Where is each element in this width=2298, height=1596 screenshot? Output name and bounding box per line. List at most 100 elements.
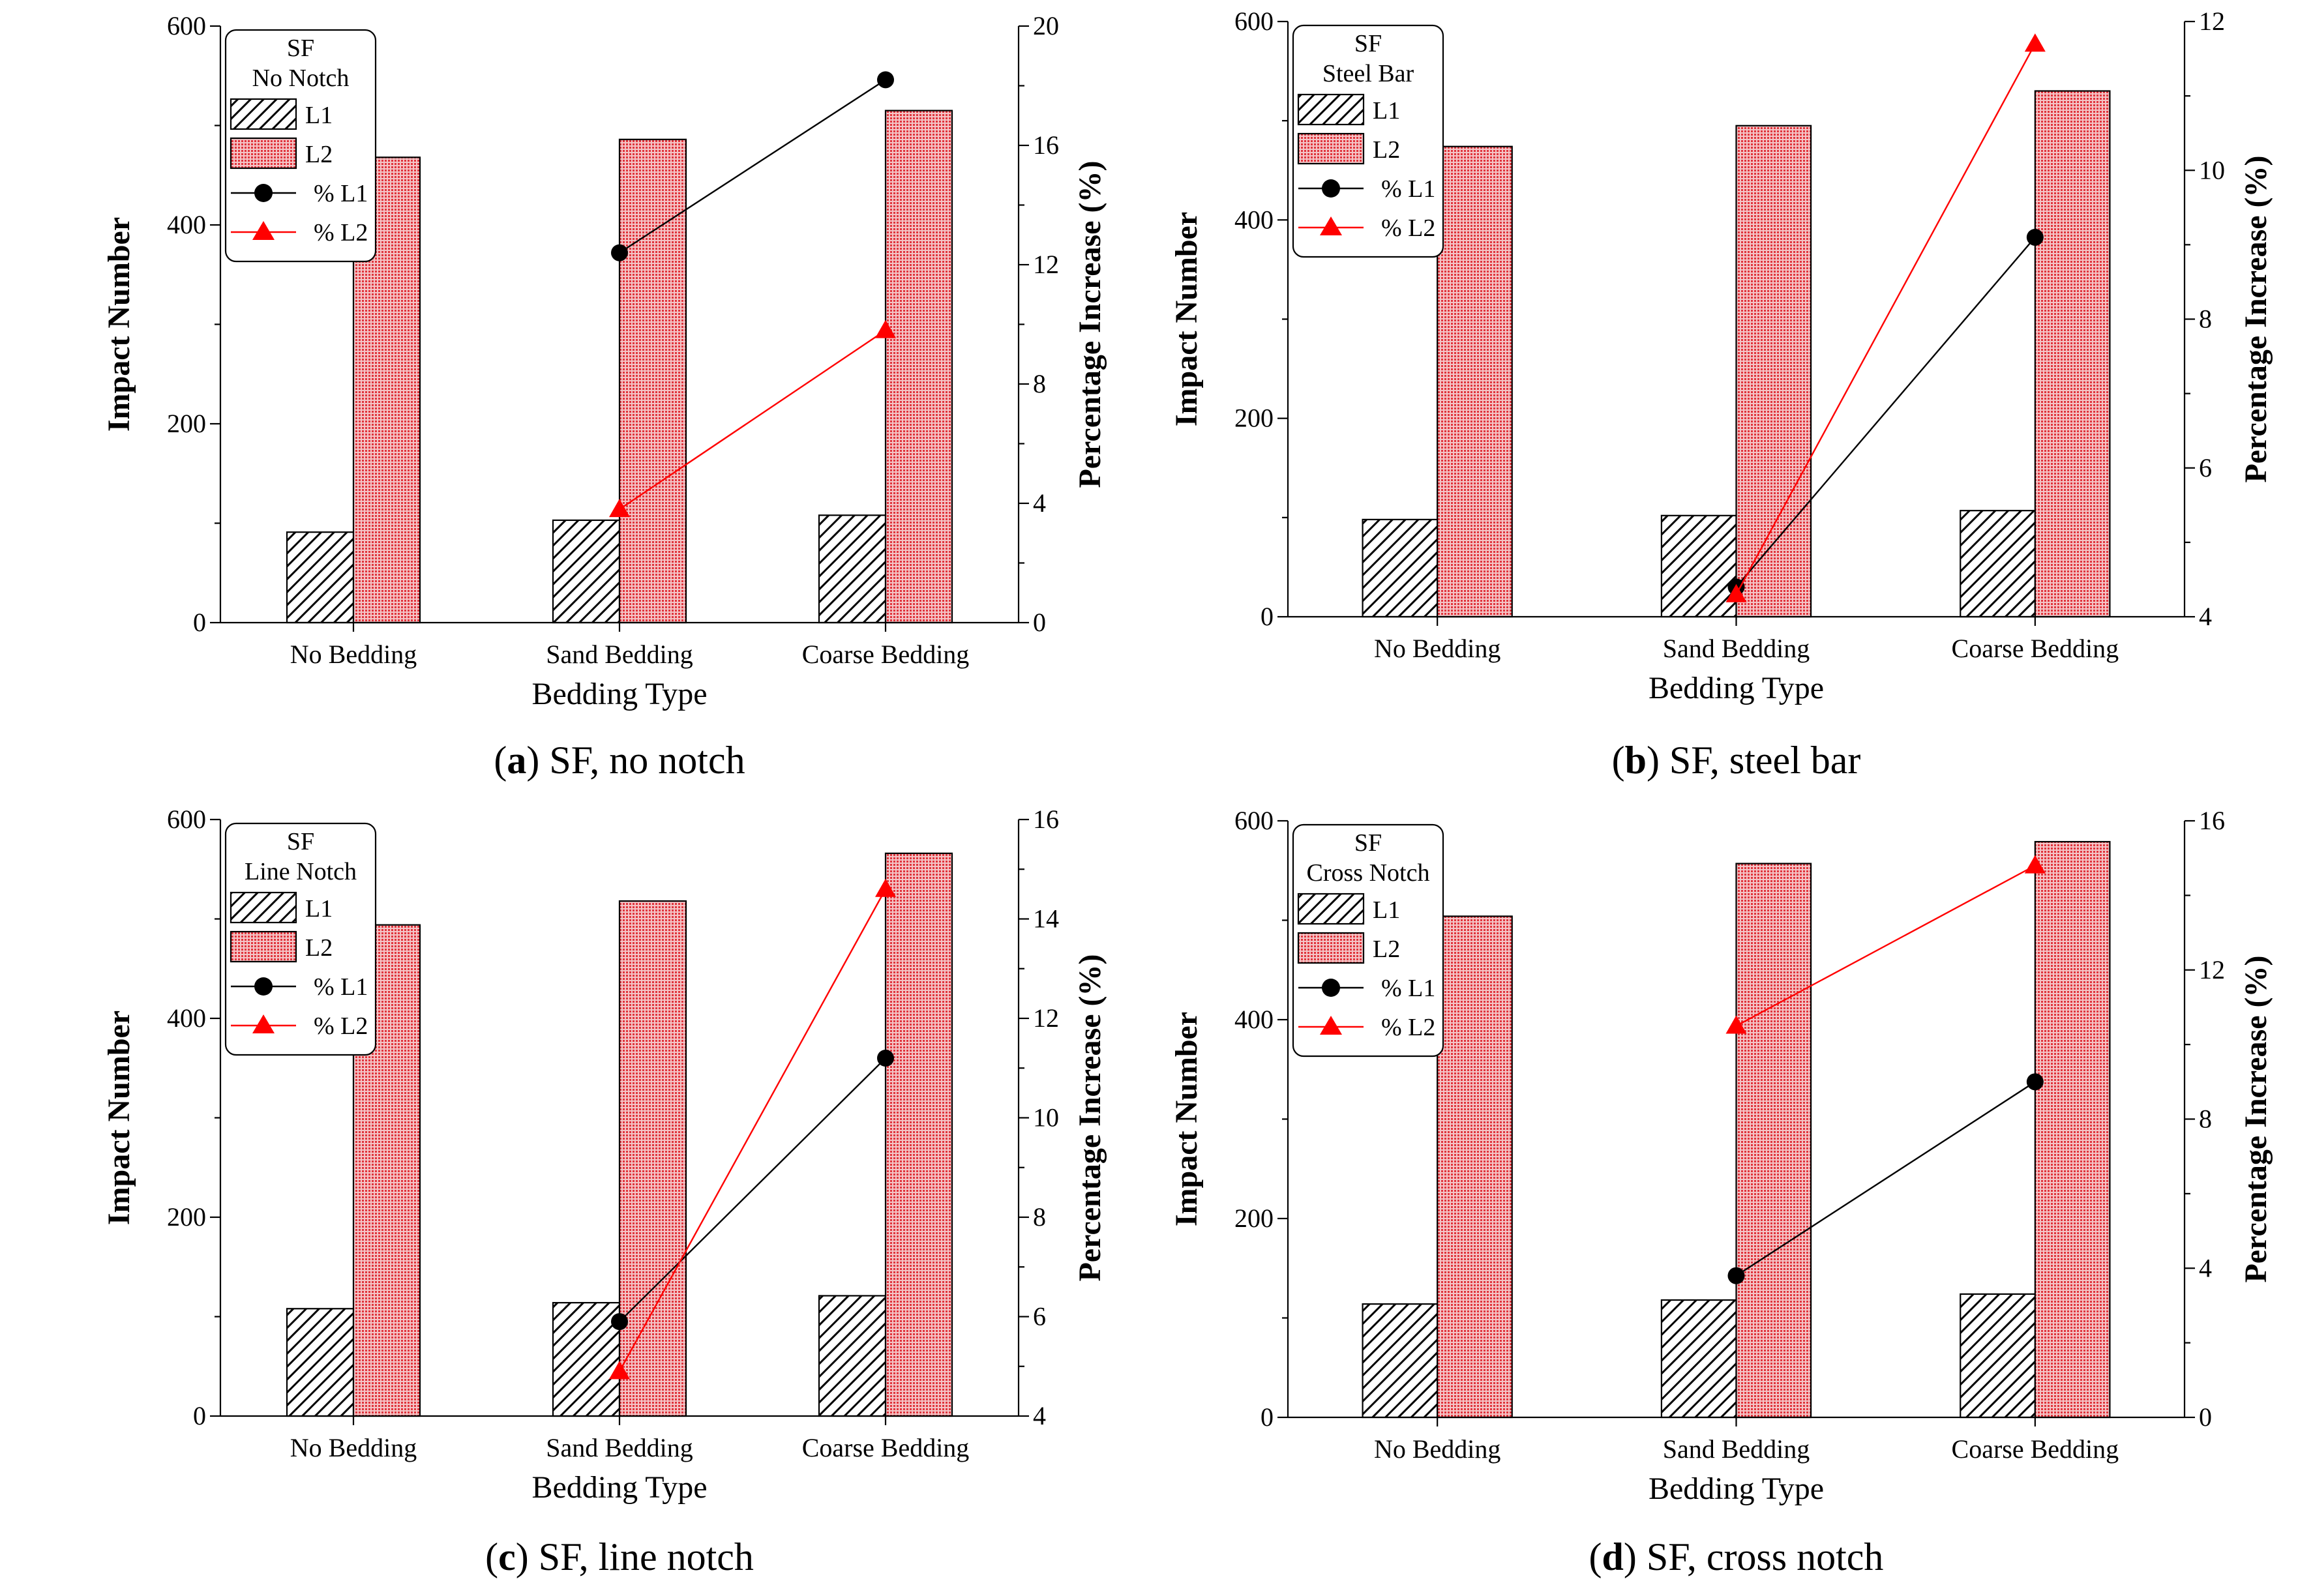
caption-paren-open: ( [1612, 739, 1625, 782]
pct-line-l1 [1735, 237, 2036, 588]
pct-line-l1 [619, 79, 886, 254]
x-tick-label: No Bedding [1374, 1434, 1500, 1464]
legend-swatch-l2 [1297, 132, 1365, 165]
caption-text: ) SF, line notch [516, 1535, 754, 1578]
bar-l1-sand-bedding [1660, 514, 1737, 618]
x-axis-title: Bedding Type [531, 677, 707, 711]
legend-title-line2: Steel Bar [1322, 60, 1414, 87]
legend-marker-pct-l1 [254, 184, 273, 202]
legend-title-line1: SF [1354, 829, 1382, 857]
pct-l2-marker [875, 319, 896, 338]
y2-tick-label: 20 [1033, 11, 1059, 40]
x-tick-label: Coarse Bedding [802, 1433, 970, 1462]
y2-tick-label: 12 [2199, 955, 2225, 984]
x-tick-label: Sand Bedding [1663, 1434, 1810, 1464]
legend-label-1: L1 [305, 895, 333, 923]
legend-label-2: L2 [305, 934, 333, 962]
x-tick-label: Sand Bedding [546, 1433, 693, 1462]
legend-label-2: L2 [1373, 136, 1400, 164]
legend-marker-pct-l1 [254, 977, 273, 996]
bar-l1-no-bedding [286, 1308, 355, 1417]
panel-caption: (a) SF, no notch [494, 739, 745, 782]
bars [286, 852, 953, 1417]
panel-caption: (b) SF, steel bar [1612, 739, 1861, 782]
caption-paren-open: ( [1589, 1535, 1602, 1578]
pct-line-l2 [1735, 864, 2036, 1027]
bar-l2-no-bedding [1437, 145, 1513, 618]
y2-tick-label: 4 [1033, 1401, 1046, 1430]
pct-l2-marker [875, 878, 896, 897]
pct-l1-marker [877, 71, 894, 89]
legend-label-4: % L2 [1381, 1014, 1435, 1041]
caption-text: ) SF, cross notch [1624, 1535, 1884, 1578]
y-axis-title: Impact Number [102, 217, 136, 432]
y-tick-label: 600 [167, 11, 206, 40]
y-tick-label: 200 [167, 1202, 206, 1232]
legend-label-2: L2 [1373, 936, 1400, 963]
bar-l1-coarse-bedding [1960, 1293, 2036, 1419]
caption-letter: a [507, 739, 526, 782]
legend-swatch-l2 [230, 137, 297, 170]
y-tick-label: 400 [1234, 205, 1274, 234]
bar-l2-coarse-bedding [2034, 90, 2111, 618]
legend-label-3: % L1 [1381, 975, 1435, 1002]
pct-l2-marker [1725, 584, 1747, 602]
caption-text: ) SF, no notch [526, 739, 745, 782]
legend-label-1: L1 [305, 102, 333, 129]
bar-l1-sand-bedding [552, 519, 621, 624]
legend-label-3: % L1 [314, 180, 368, 207]
y2-tick-label: 6 [1033, 1302, 1046, 1331]
pct-l1-marker [877, 1050, 894, 1067]
legend-marker-pct-l2 [252, 1014, 275, 1033]
legend-marker-pct-l2 [1320, 216, 1342, 235]
pct-l1-marker [611, 244, 628, 261]
y-tick-label: 0 [1261, 602, 1274, 631]
pct-l2-marker [2024, 33, 2046, 52]
legend-marker-pct-l2 [1320, 1016, 1342, 1035]
bars [286, 110, 953, 624]
bar-l2-sand-bedding [618, 138, 687, 624]
bar-l2-coarse-bedding [884, 110, 953, 624]
bar-l1-no-bedding [1362, 518, 1439, 618]
bars [1362, 840, 2111, 1419]
y-tick-label: 200 [1234, 1204, 1274, 1233]
legend-box [224, 29, 377, 263]
pct-line-l1 [1735, 1081, 2036, 1277]
x-axis-title: Bedding Type [1649, 1471, 1824, 1506]
legend-marker-pct-l2 [252, 221, 275, 240]
y-axis-title: Impact Number [1169, 1012, 1204, 1226]
legend-title-line2: Line Notch [245, 858, 357, 885]
x-tick-label: No Bedding [290, 640, 417, 669]
y2-axis-title: Percentage Increase (%) [1073, 160, 1107, 488]
y-tick-label: 400 [1234, 1005, 1274, 1034]
caption-letter: d [1602, 1535, 1624, 1578]
bar-l2-sand-bedding [1735, 125, 1812, 618]
pct-line-l2 [618, 889, 887, 1372]
bar-l1-coarse-bedding [1960, 510, 2036, 618]
y2-tick-label: 8 [1033, 369, 1046, 398]
y2-tick-label: 8 [1033, 1202, 1046, 1232]
x-axis-title: Bedding Type [1649, 671, 1824, 705]
y-tick-label: 400 [167, 210, 206, 239]
y-tick-label: 200 [1234, 404, 1274, 433]
caption-letter: c [498, 1535, 516, 1578]
legend-label-4: % L2 [314, 219, 368, 246]
legend-title-line2: No Notch [252, 65, 350, 92]
caption-letter: b [1625, 739, 1647, 782]
legend-swatch-l1 [230, 98, 297, 130]
legend-label-1: L1 [1373, 896, 1400, 924]
bar-l1-coarse-bedding [818, 514, 887, 624]
bar-l2-coarse-bedding [2034, 840, 2111, 1419]
bar-l2-sand-bedding [618, 900, 687, 1417]
y-tick-label: 600 [1234, 7, 1274, 36]
y-tick-label: 0 [193, 1401, 206, 1430]
legend-title-line1: SF [287, 828, 314, 855]
legend-title-line1: SF [1354, 30, 1382, 57]
legend-title-line2: Cross Notch [1307, 859, 1430, 887]
y-tick-label: 600 [167, 805, 206, 834]
legend-box [1292, 24, 1444, 258]
pct-l2-marker [609, 499, 630, 518]
bar-l1-no-bedding [1362, 1303, 1439, 1419]
